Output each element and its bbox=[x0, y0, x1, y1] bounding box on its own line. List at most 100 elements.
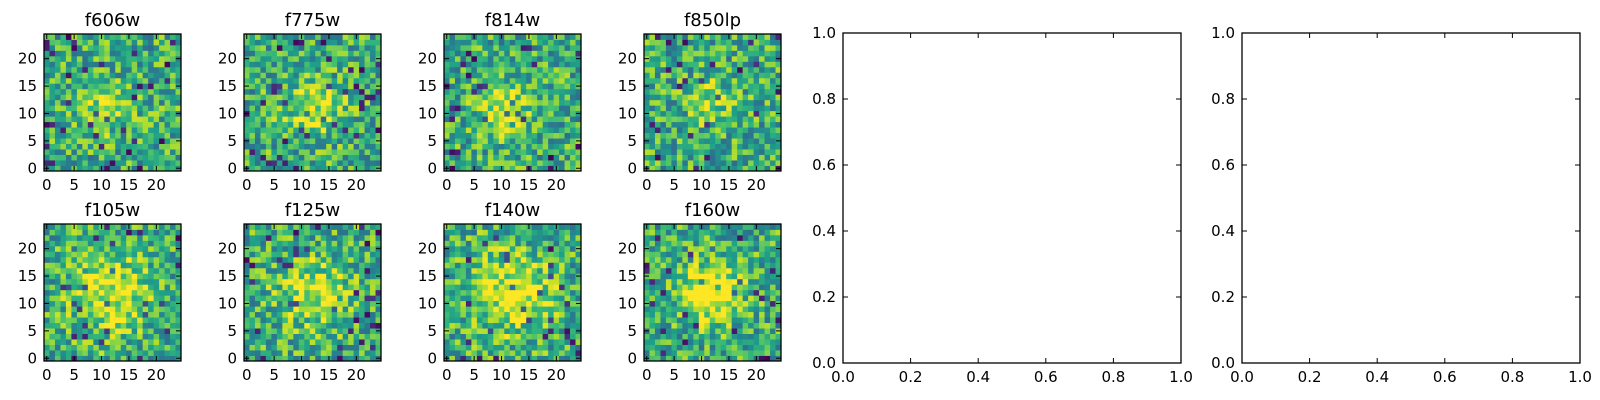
heatmap-cell bbox=[649, 300, 656, 307]
heatmap-cell bbox=[359, 50, 365, 57]
heatmap-cell bbox=[444, 44, 450, 51]
heatmap-cell bbox=[537, 234, 544, 241]
heatmap-cell bbox=[515, 245, 522, 252]
heatmap-cell bbox=[454, 94, 461, 101]
heatmap-cell bbox=[293, 339, 300, 345]
heatmap-cell bbox=[726, 289, 733, 296]
heatmap-cell bbox=[364, 355, 371, 362]
heatmap-cell bbox=[315, 295, 322, 302]
heatmap-cell bbox=[304, 99, 311, 106]
heatmap-cell bbox=[159, 339, 165, 345]
heatmap-cell bbox=[337, 99, 344, 106]
heatmap-cell bbox=[493, 322, 500, 329]
heatmap-cell bbox=[693, 50, 700, 57]
heatmap-cell bbox=[76, 224, 83, 230]
heatmap-cell bbox=[559, 39, 565, 46]
heatmap-cell bbox=[87, 127, 94, 134]
heatmap-cell bbox=[715, 154, 722, 161]
heatmap-cell bbox=[482, 251, 489, 258]
heatmap-cell bbox=[509, 306, 516, 313]
heatmap-cell bbox=[515, 317, 522, 324]
heatmap-cell bbox=[504, 149, 511, 155]
heatmap-cell bbox=[504, 251, 511, 258]
heatmap-cell bbox=[131, 224, 138, 230]
heatmap-cell bbox=[509, 110, 516, 117]
heatmap-cell bbox=[153, 116, 160, 123]
heatmap-cell bbox=[753, 306, 760, 313]
heatmap-cell bbox=[542, 105, 549, 112]
heatmap-cell bbox=[526, 245, 533, 252]
heatmap-cell bbox=[98, 317, 105, 324]
heatmap-cell bbox=[559, 322, 565, 329]
heatmap-cell bbox=[775, 44, 782, 51]
heatmap-cell bbox=[65, 311, 72, 318]
heatmap-cell bbox=[531, 240, 538, 247]
heatmap-cell bbox=[660, 273, 667, 280]
heatmap-cell bbox=[449, 328, 456, 334]
heatmap-cell bbox=[698, 339, 705, 345]
heatmap-cell bbox=[142, 229, 149, 236]
heatmap-cell bbox=[548, 224, 554, 230]
heatmap-cell bbox=[531, 55, 538, 62]
heatmap-cell bbox=[504, 116, 511, 123]
heatmap-cell bbox=[304, 355, 311, 362]
heatmap-cell bbox=[337, 273, 344, 280]
heatmap-cell bbox=[271, 105, 278, 112]
heatmap-cell bbox=[342, 344, 349, 351]
heatmap-cell bbox=[559, 77, 565, 84]
heatmap-cell bbox=[293, 83, 300, 90]
heatmap-cell bbox=[370, 251, 376, 258]
heatmap-cell bbox=[775, 50, 782, 57]
heatmap-cell bbox=[709, 88, 716, 95]
heatmap-cell bbox=[476, 224, 483, 230]
heatmap-cell bbox=[726, 322, 733, 329]
heatmap-cell bbox=[553, 72, 560, 79]
heatmap-cell bbox=[520, 105, 527, 112]
heatmap-cell bbox=[276, 72, 283, 79]
heatmap-cell bbox=[570, 355, 576, 362]
heatmap-cell bbox=[509, 300, 516, 307]
heatmap-cell bbox=[265, 256, 272, 263]
heatmap-cell bbox=[449, 88, 456, 95]
heatmap-cell bbox=[687, 273, 694, 280]
heatmap-cell bbox=[131, 66, 138, 73]
heatmap-cell bbox=[282, 273, 289, 280]
heatmap-cell bbox=[548, 289, 554, 296]
heatmap-cell bbox=[471, 61, 478, 68]
heatmap-cell bbox=[693, 44, 700, 51]
heatmap-cell bbox=[537, 289, 544, 296]
heatmap-cell bbox=[175, 295, 182, 302]
heatmap-cell bbox=[254, 234, 261, 241]
heatmap-cell bbox=[164, 234, 171, 241]
heatmap-cell bbox=[370, 344, 376, 351]
heatmap-cell bbox=[693, 160, 700, 166]
heatmap-cell bbox=[82, 121, 89, 128]
heatmap-cell bbox=[249, 267, 256, 274]
heatmap-cell bbox=[54, 77, 61, 84]
heatmap-cell bbox=[704, 110, 711, 117]
heatmap-cell bbox=[575, 127, 582, 134]
heatmap-cell bbox=[254, 322, 261, 329]
heatmap-cell bbox=[60, 273, 67, 280]
heatmap-cell bbox=[337, 306, 344, 313]
heatmap-cell bbox=[348, 138, 354, 144]
heatmap-cell bbox=[644, 278, 650, 285]
heatmap-cell bbox=[537, 143, 544, 150]
heatmap-cell bbox=[775, 72, 782, 79]
heatmap-cell bbox=[298, 55, 305, 62]
heatmap-cell bbox=[720, 160, 727, 166]
heatmap-cell bbox=[249, 61, 256, 68]
subplot-title: f125w bbox=[285, 200, 340, 221]
heatmap-cell bbox=[331, 355, 338, 362]
axes-frame bbox=[43, 223, 182, 362]
heatmap-cell bbox=[137, 138, 144, 144]
heatmap-cell bbox=[515, 278, 522, 285]
heatmap-cell bbox=[531, 300, 538, 307]
heatmap-cell bbox=[660, 333, 667, 340]
heatmap-cell bbox=[520, 344, 527, 351]
x-tick-label: 0 bbox=[42, 366, 52, 384]
heatmap-cell bbox=[293, 110, 300, 117]
heatmap-cell bbox=[542, 61, 549, 68]
heatmap-cell bbox=[720, 278, 727, 285]
heatmap-cell bbox=[682, 88, 689, 95]
